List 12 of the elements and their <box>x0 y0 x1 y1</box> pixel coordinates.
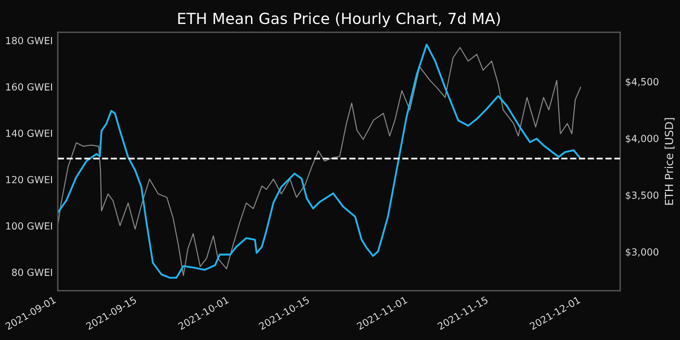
y-tick-label: 80 GWEI <box>12 268 52 276</box>
y2-tick-label: $3,500 <box>626 191 658 200</box>
y2-tick-label: $4,000 <box>626 134 658 144</box>
y-tick-label: 100 GWEI <box>6 222 52 230</box>
y2-axis-title: ETH Price [USD] <box>664 118 675 205</box>
y-tick-label: 140 GWEI <box>6 130 52 137</box>
y-tick-label: 180 GWEI <box>6 36 52 44</box>
y-tick-label: 120 GWEI <box>6 176 52 184</box>
chart-title: ETH Mean Gas Price (Hourly Chart, 7d MA) <box>178 12 500 28</box>
y2-tick-label: $3,000 <box>626 248 658 257</box>
y-tick-label: 160 GWEI <box>6 83 52 91</box>
y2-tick-label: $4,500 <box>626 78 658 87</box>
